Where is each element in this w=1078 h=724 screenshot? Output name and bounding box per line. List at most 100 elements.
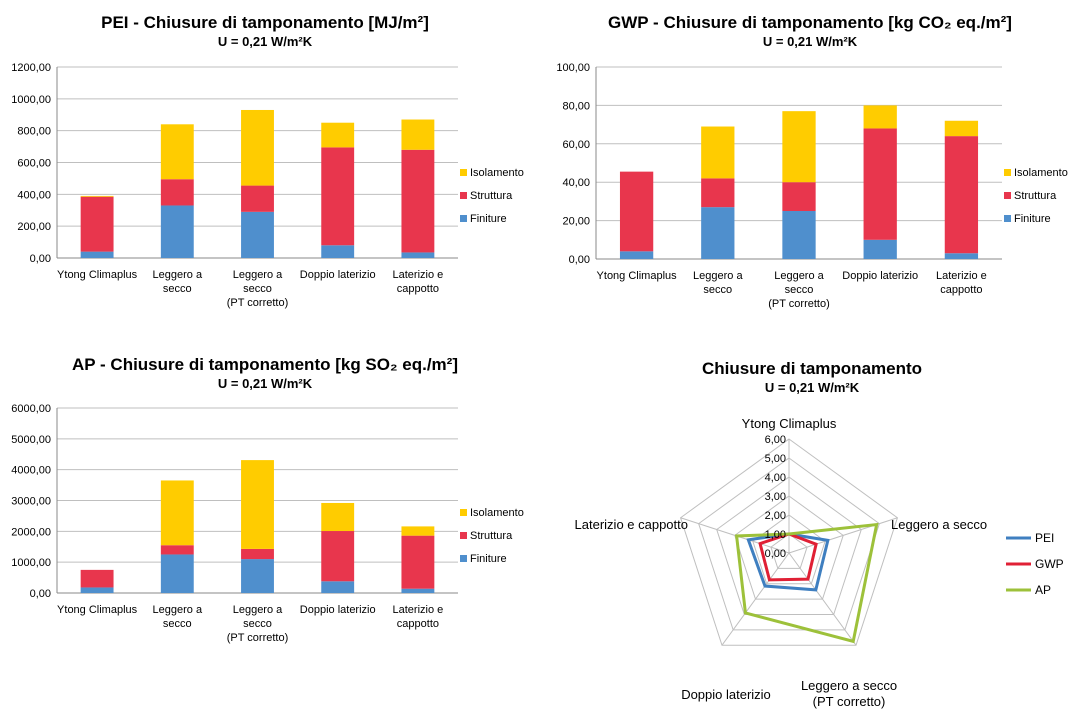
ap-bar-struttura	[80, 569, 114, 588]
pei-chart-panel: PEI - Chiusure di tamponamento [MJ/m²] U…	[0, 0, 540, 340]
gwp-legend-label: Isolamento	[1014, 167, 1068, 179]
radar-legend-label: PEI	[1035, 531, 1054, 545]
pei-ytick-label: 1200,00	[11, 62, 51, 74]
pei-bar-finiture	[321, 245, 355, 258]
pei-bar-finiture	[160, 205, 194, 258]
gwp-ytick-label: 100,00	[556, 62, 590, 74]
radar-legend-label: GWP	[1035, 557, 1064, 571]
ap-category-label: Doppio laterizio	[300, 604, 376, 616]
ap-ytick-label: 2000,00	[11, 526, 51, 538]
ap-ytick-label: 3000,00	[11, 496, 51, 508]
gwp-ytick-label: 40,00	[562, 177, 590, 189]
pei-bar-isolamento	[80, 195, 114, 197]
radar-tick-label: 1,00	[765, 529, 786, 541]
ap-legend-label: Finiture	[470, 553, 507, 565]
gwp-category-label: Leggero a secco	[693, 270, 743, 296]
gwp-chart-title: GWP - Chiusure di tamponamento [kg CO₂ e…	[608, 13, 1012, 32]
gwp-bar-isolamento	[782, 111, 816, 183]
pei-legend-swatch	[460, 169, 467, 176]
pei-bar-isolamento	[241, 109, 274, 186]
ap-category-label: Leggero a secco	[153, 604, 203, 630]
ap-category-label: Laterizio e cappotto	[393, 604, 444, 630]
pei-bar-isolamento	[321, 122, 355, 148]
radar-tick-label: 2,00	[765, 510, 786, 522]
ap-bar-isolamento	[160, 480, 194, 546]
ap-legend-label: Struttura	[470, 530, 513, 542]
gwp-legend-swatch	[1004, 192, 1011, 199]
pei-category-label: Leggero a secco (PT corretto)	[227, 269, 289, 309]
ap-bar-isolamento	[401, 526, 435, 536]
gwp-bar-struttura	[701, 178, 735, 208]
pei-category-label: Doppio laterizio	[300, 269, 376, 281]
gwp-chart: GWP - Chiusure di tamponamento [kg CO₂ e…	[556, 13, 1068, 310]
pei-ytick-label: 0,00	[30, 253, 51, 265]
gwp-bar-isolamento	[701, 126, 735, 179]
ap-bar-isolamento	[241, 460, 274, 549]
radar-tick-label: 5,00	[765, 453, 786, 465]
ap-bar-finiture	[241, 559, 274, 593]
radar-tick-label: 6,00	[765, 434, 786, 446]
pei-bar-struttura	[241, 185, 274, 212]
radar-axis-label: Leggero a secco	[891, 517, 987, 532]
pei-legend-swatch	[460, 215, 467, 222]
ap-bar-struttura	[241, 548, 274, 560]
ap-chart-title: AP - Chiusure di tamponamento [kg SO₂ eq…	[72, 355, 458, 374]
radar-chart-panel: Chiusure di tamponamento U = 0,21 W/m²K …	[540, 340, 1078, 719]
pei-ytick-label: 1000,00	[11, 94, 51, 106]
gwp-legend-swatch	[1004, 215, 1011, 222]
radar-axis-label: Doppio laterizio	[681, 687, 771, 702]
gwp-bar-struttura	[944, 136, 979, 254]
gwp-category-label: Laterizio e cappotto	[936, 270, 987, 296]
gwp-chart-subtitle: U = 0,21 W/m²K	[763, 34, 858, 49]
pei-legend-label: Isolamento	[470, 167, 524, 179]
gwp-bar-struttura	[863, 128, 897, 240]
radar-ring	[698, 457, 880, 631]
pei-chart-subtitle: U = 0,21 W/m²K	[218, 34, 313, 49]
gwp-category-label: Leggero a secco (PT corretto)	[768, 270, 830, 310]
radar-ring	[770, 533, 808, 569]
ap-category-label: Leggero a secco (PT corretto)	[227, 604, 289, 644]
ap-chart-panel: AP - Chiusure di tamponamento [kg SO₂ eq…	[0, 340, 540, 719]
ap-ytick-label: 5000,00	[11, 434, 51, 446]
radar-spoke	[680, 517, 790, 554]
ap-legend-swatch	[460, 532, 467, 539]
ap-bar-finiture	[160, 554, 194, 593]
pei-bar-struttura	[401, 149, 435, 253]
gwp-legend-label: Struttura	[1014, 190, 1057, 202]
radar-spoke	[721, 552, 790, 646]
ap-ytick-label: 6000,00	[11, 403, 51, 415]
gwp-bar-isolamento	[944, 120, 979, 137]
radar-spoke	[788, 517, 898, 554]
gwp-legend-label: Finiture	[1014, 213, 1051, 225]
ap-bar-struttura	[321, 531, 355, 582]
ap-bar-struttura	[401, 535, 435, 589]
radar-spoke	[788, 552, 857, 646]
radar-series-pei	[746, 532, 830, 592]
pei-ytick-label: 400,00	[17, 189, 51, 201]
ap-ytick-label: 4000,00	[11, 465, 51, 477]
pei-bar-struttura	[160, 179, 194, 206]
gwp-bar-finiture	[619, 251, 654, 259]
gwp-chart-panel: GWP - Chiusure di tamponamento [kg CO₂ e…	[540, 0, 1078, 340]
ap-bar-finiture	[401, 588, 435, 593]
pei-ytick-label: 200,00	[17, 221, 51, 233]
radar-chart-subtitle: U = 0,21 W/m²K	[765, 380, 860, 395]
pei-bar-isolamento	[160, 124, 194, 180]
gwp-bar-struttura	[619, 171, 654, 252]
pei-bar-struttura	[80, 196, 114, 252]
pei-bar-finiture	[241, 211, 274, 258]
gwp-ytick-label: 20,00	[562, 216, 590, 228]
ap-legend-swatch	[460, 555, 467, 562]
ap-bar-struttura	[160, 545, 194, 555]
pei-legend-label: Struttura	[470, 190, 513, 202]
radar-series-ap	[734, 522, 879, 644]
radar-axis-label: Leggero a secco (PT corretto)	[801, 678, 897, 709]
pei-bar-finiture	[401, 252, 435, 258]
ap-chart: AP - Chiusure di tamponamento [kg SO₂ eq…	[11, 355, 524, 644]
pei-category-label: Laterizio e cappotto	[393, 269, 444, 295]
pei-ytick-label: 600,00	[17, 158, 51, 170]
ap-ytick-label: 0,00	[30, 588, 51, 600]
ap-bar-isolamento	[321, 502, 355, 532]
radar-axis-label: Ytong Climaplus	[742, 416, 837, 431]
gwp-bar-finiture	[701, 207, 735, 259]
